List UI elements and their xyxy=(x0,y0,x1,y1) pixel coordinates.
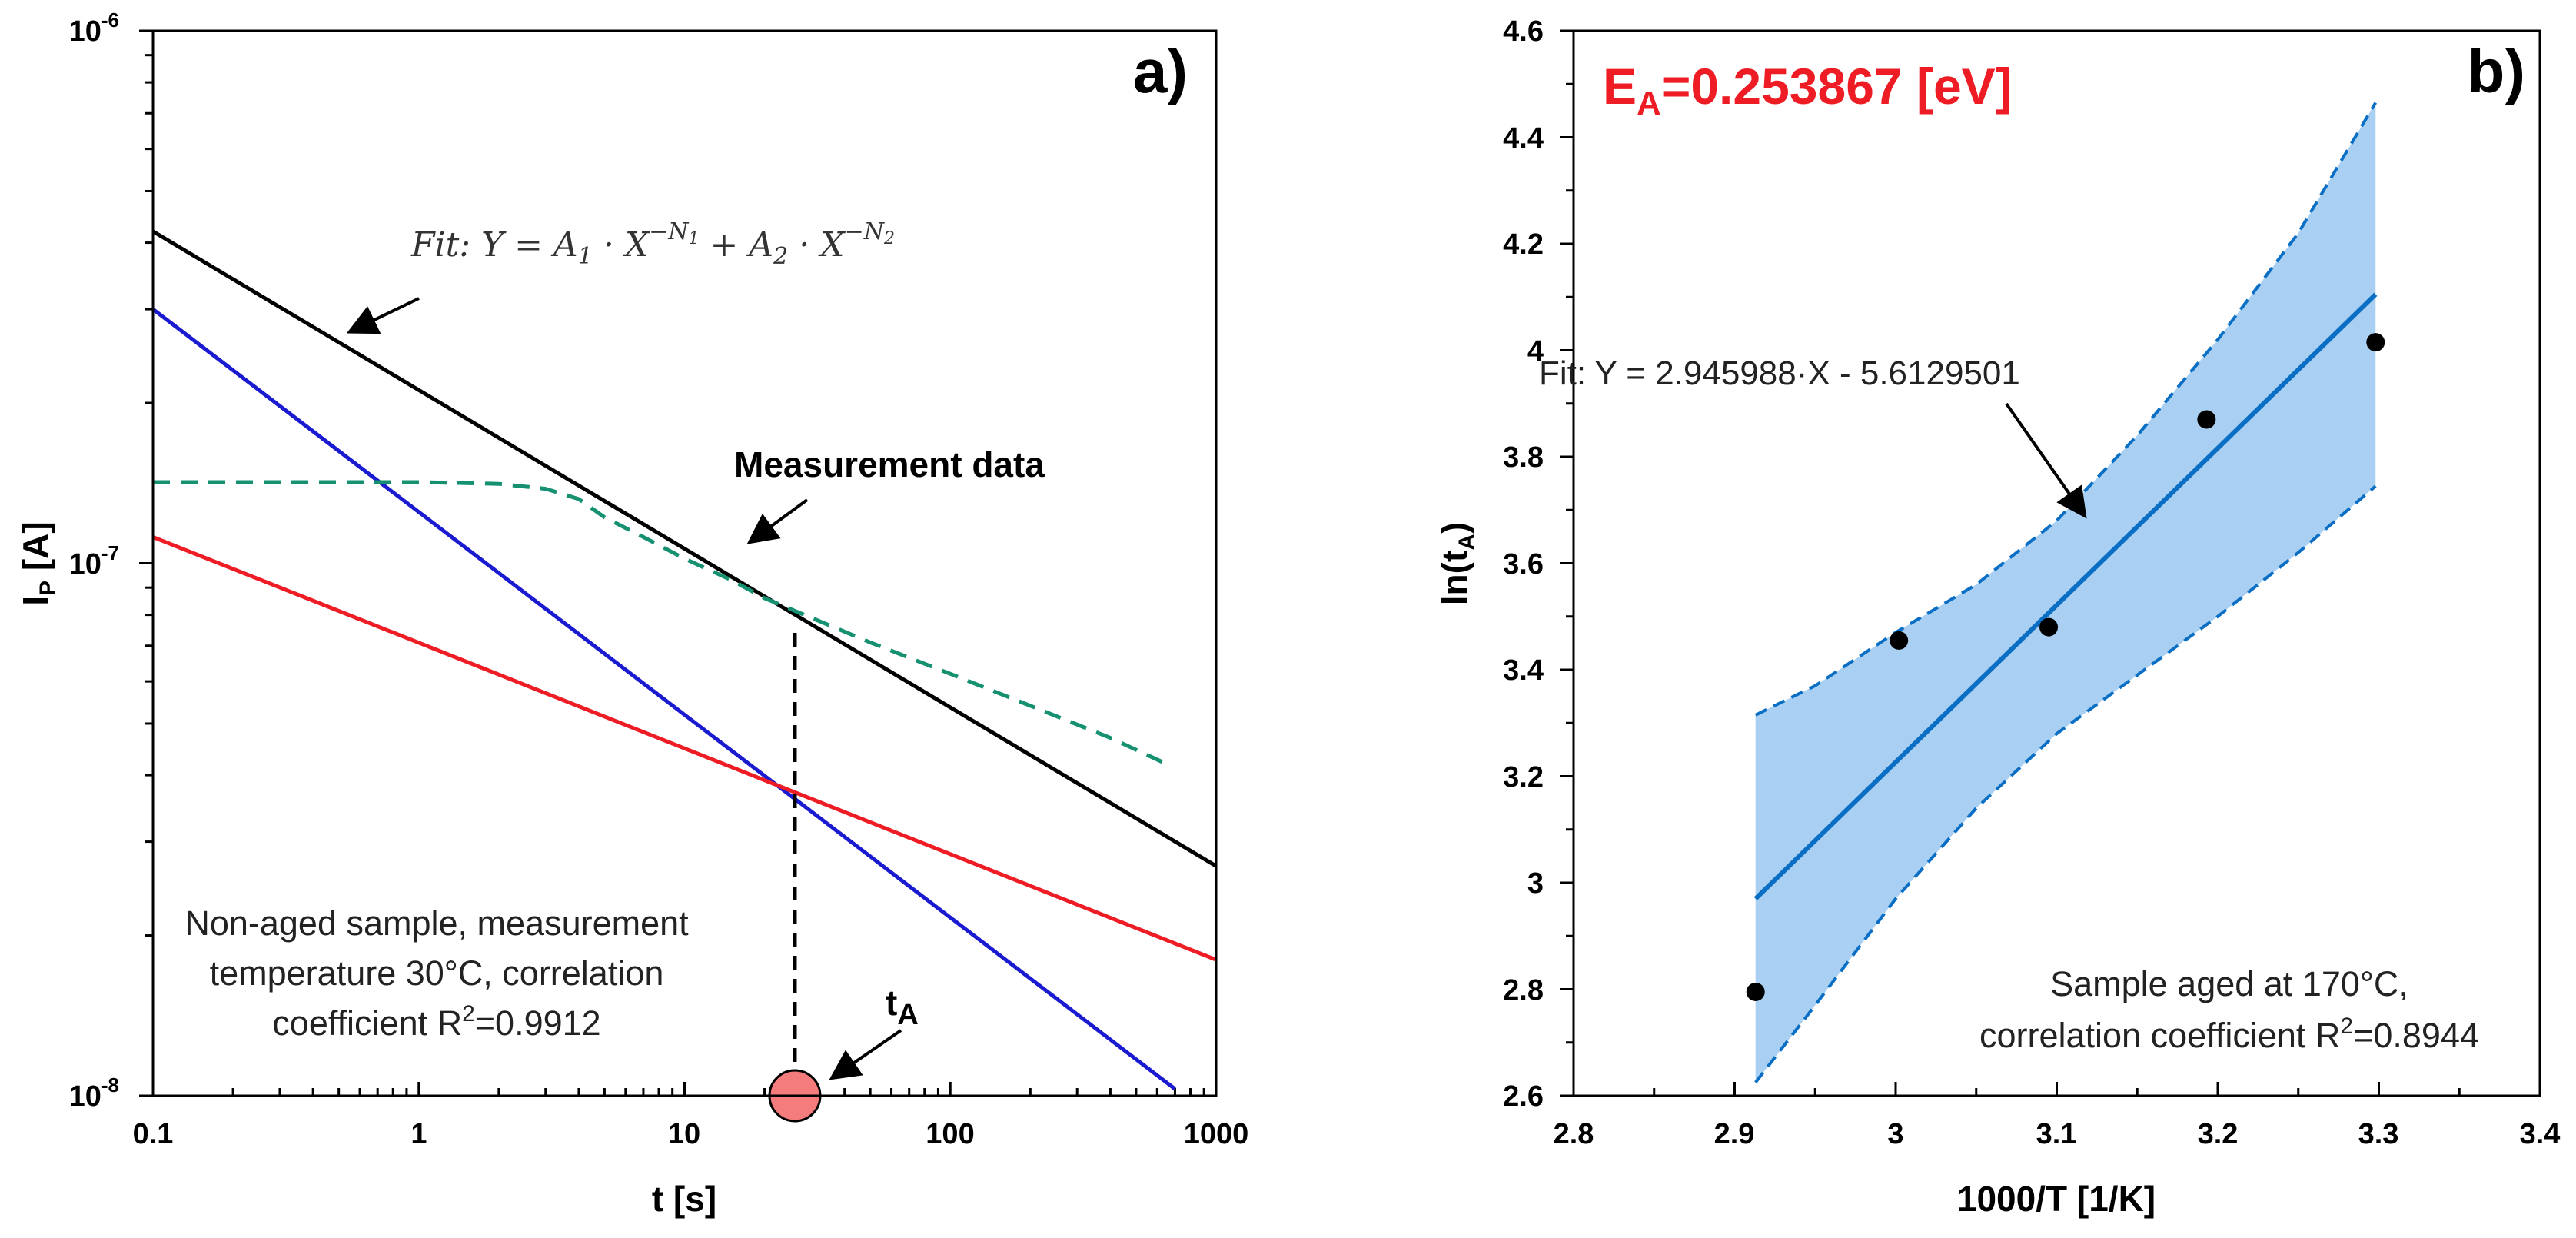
ytick-label: 10-6 xyxy=(69,8,119,48)
panel-a: 10-8 10-7 10-6 0.1 1 10 100 1000 t [s] I… xyxy=(15,8,1248,1219)
ytick-label: 10-8 xyxy=(69,1073,119,1113)
panel-a-note: Non-aged sample, measurement temperature… xyxy=(184,904,689,1043)
ytick-label: 4 xyxy=(1527,335,1544,368)
xtick-label: 2.8 xyxy=(1554,1118,1594,1150)
fit-line xyxy=(1753,292,2378,900)
ytick-label: 10-7 xyxy=(69,541,119,581)
ytick-label: 4.6 xyxy=(1503,15,1544,48)
panel-b: 2.6 2.8 3 3.2 3.4 3.6 3.8 4 4.2 4.4 4.6 … xyxy=(1434,15,2560,1219)
confidence-band xyxy=(1755,102,2376,1083)
xtick-label: 3 xyxy=(1887,1118,1903,1150)
ytick-label: 3.2 xyxy=(1503,761,1544,794)
measurement-data-label: Measurement data xyxy=(734,444,1045,484)
ytick-label: 3 xyxy=(1527,867,1544,900)
panel-b-xtick-labels: 2.8 2.9 3 3.1 3.2 3.3 3.4 xyxy=(1554,1118,2561,1150)
series-line xyxy=(153,480,1168,766)
panel-a-ylabel: IP [A] xyxy=(15,521,61,605)
panel-b-frame xyxy=(1572,29,2541,1097)
xtick-label: 1 xyxy=(410,1118,427,1150)
data-point xyxy=(2039,617,2059,637)
xtick-label: 3.4 xyxy=(2520,1118,2561,1150)
note-line: coefficient R2=0.9912 xyxy=(272,1001,600,1043)
series-line xyxy=(153,229,1216,868)
xtick-label: 10 xyxy=(668,1118,700,1150)
xtick-label: 1000 xyxy=(1184,1118,1249,1150)
note-line: correlation coefficient R2=0.8944 xyxy=(1979,1013,2479,1055)
fit-label-arrow xyxy=(2005,402,2087,519)
panel-b-content xyxy=(1746,102,2385,1083)
ytick-label: 2.8 xyxy=(1503,974,1544,1007)
confidence-lower xyxy=(1754,484,2377,1083)
data-point xyxy=(2366,333,2385,352)
panel-b-ytick-labels: 2.6 2.8 3 3.2 3.4 3.6 3.8 4 4.2 4.4 4.6 xyxy=(1503,15,1544,1113)
panel-b-xlabel: 1000/T [1/K] xyxy=(1957,1179,2156,1219)
panel-a-xlabel: t [s] xyxy=(652,1179,716,1219)
xtick-label: 3.1 xyxy=(2036,1118,2077,1150)
panel-a-series xyxy=(153,229,1216,1091)
xtick-label: 2.9 xyxy=(1714,1118,1755,1150)
confidence-upper xyxy=(1754,102,2378,717)
xtick-label: 100 xyxy=(926,1118,974,1150)
fit-label: Fit: Y = 2.945988·X - 5.6129501 xyxy=(1539,354,2020,392)
panel-a-xtick-labels: 0.1 1 10 100 1000 xyxy=(133,1118,1249,1150)
xtick-label: 0.1 xyxy=(133,1118,174,1150)
panel-b-note: Sample aged at 170°C, correlation coeffi… xyxy=(1979,964,2479,1055)
ytick-label: 2.6 xyxy=(1503,1080,1544,1113)
panel-a-frame xyxy=(151,29,1218,1097)
panel-a-ticks xyxy=(139,29,1218,1097)
note-line: temperature 30°C, correlation xyxy=(210,953,664,993)
measurement-arrow xyxy=(746,498,809,544)
ytick-label: 4.4 xyxy=(1503,122,1544,155)
ytick-label: 3.4 xyxy=(1503,654,1544,687)
series-line xyxy=(153,535,1216,962)
xtick-label: 3.2 xyxy=(2198,1118,2239,1150)
data-point xyxy=(2197,410,2216,429)
series-line xyxy=(153,308,1176,1091)
ytick-label: 4.2 xyxy=(1503,228,1544,261)
note-line: Sample aged at 170°C, xyxy=(2050,964,2408,1003)
xtick-label: 3.3 xyxy=(2358,1118,2399,1150)
activation-energy: EA=0.253867 [eV] xyxy=(1603,58,2013,122)
ytick-label: 3.8 xyxy=(1503,441,1544,474)
fit-equation: Fit: Y = A1 · X−N1 + A2 · X−N2 xyxy=(410,218,895,270)
t-a-label: tA xyxy=(886,983,919,1031)
data-point xyxy=(1746,982,1765,1001)
t-a-arrow xyxy=(829,1029,902,1080)
fit-arrow xyxy=(346,297,420,334)
data-point xyxy=(1890,631,1909,650)
panel-b-ylabel: ln(tA) xyxy=(1434,522,1480,606)
panel-a-ytick-labels: 10-8 10-7 10-6 xyxy=(69,8,119,1113)
panel-a-label: a) xyxy=(1133,37,1188,105)
panel-b-label: b) xyxy=(2467,37,2525,105)
note-line: Non-aged sample, measurement xyxy=(184,904,689,943)
ytick-label: 3.6 xyxy=(1503,548,1544,581)
